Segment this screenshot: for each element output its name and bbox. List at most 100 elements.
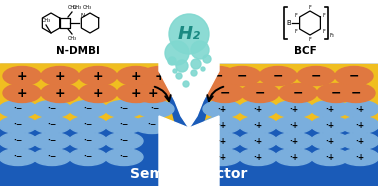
Polygon shape [0, 64, 174, 124]
Ellipse shape [0, 116, 37, 134]
Text: −: − [351, 86, 361, 100]
Text: F: F [308, 36, 311, 41]
Text: ·+: ·+ [355, 121, 364, 129]
Text: −: − [220, 86, 230, 100]
Ellipse shape [341, 148, 378, 166]
Ellipse shape [69, 116, 107, 134]
Text: ·+: ·+ [217, 137, 226, 145]
Text: ·−: ·− [13, 153, 23, 161]
Text: ·+: ·+ [355, 153, 364, 161]
Circle shape [191, 41, 209, 59]
Text: ·−: ·− [119, 137, 129, 145]
Text: ·+: ·+ [290, 137, 299, 145]
Text: B: B [287, 20, 291, 26]
Ellipse shape [33, 100, 71, 118]
Ellipse shape [69, 132, 107, 150]
Ellipse shape [41, 67, 79, 86]
Text: ·+: ·+ [253, 137, 263, 145]
Ellipse shape [105, 100, 143, 118]
Polygon shape [159, 116, 219, 186]
Text: ·−: ·− [150, 105, 160, 113]
Ellipse shape [335, 67, 373, 86]
Text: +: + [155, 70, 165, 83]
Ellipse shape [133, 116, 171, 134]
Text: ·−: ·− [47, 105, 57, 113]
Text: Semiconductor: Semiconductor [130, 167, 248, 181]
Text: +: + [17, 70, 27, 83]
Circle shape [169, 14, 209, 54]
Ellipse shape [134, 84, 172, 102]
Ellipse shape [136, 100, 174, 118]
Text: N: N [80, 12, 84, 17]
Text: ·+: ·+ [325, 121, 335, 129]
Ellipse shape [79, 67, 117, 86]
Text: −: − [237, 70, 247, 83]
Text: F: F [295, 12, 297, 17]
Ellipse shape [203, 132, 241, 150]
Text: ·+: ·+ [325, 153, 335, 161]
Text: +: + [17, 86, 27, 100]
Text: −: − [331, 86, 341, 100]
Ellipse shape [206, 84, 244, 102]
Text: CH₃: CH₃ [73, 5, 82, 10]
Ellipse shape [275, 148, 313, 166]
Circle shape [168, 57, 176, 65]
Ellipse shape [317, 84, 355, 102]
Ellipse shape [69, 100, 107, 118]
Ellipse shape [203, 116, 241, 134]
Ellipse shape [311, 132, 349, 150]
Ellipse shape [105, 132, 143, 150]
Text: +: + [131, 70, 141, 83]
Text: CH₃: CH₃ [67, 36, 77, 41]
Text: −: − [293, 86, 303, 100]
Text: ·+: ·+ [290, 153, 299, 161]
Polygon shape [159, 0, 219, 128]
Ellipse shape [239, 116, 277, 134]
Ellipse shape [203, 100, 241, 118]
Text: ·−: ·− [47, 121, 57, 129]
Ellipse shape [117, 84, 155, 102]
Text: ·+: ·+ [217, 121, 226, 129]
Text: +: + [93, 70, 103, 83]
Text: +: + [55, 86, 65, 100]
Text: CH₃: CH₃ [42, 18, 51, 23]
Ellipse shape [275, 100, 313, 118]
Text: ·−: ·− [84, 105, 93, 113]
Text: +: + [55, 70, 65, 83]
Text: +: + [93, 86, 103, 100]
Ellipse shape [311, 116, 349, 134]
Text: ·−: ·− [119, 153, 129, 161]
Ellipse shape [0, 148, 37, 166]
Text: F: F [295, 28, 297, 33]
Ellipse shape [33, 116, 71, 134]
Text: H₂: H₂ [178, 25, 200, 43]
Text: CH₃: CH₃ [67, 5, 77, 10]
Ellipse shape [239, 132, 277, 150]
Text: +: + [131, 86, 141, 100]
Ellipse shape [275, 116, 313, 134]
Ellipse shape [199, 67, 237, 86]
Ellipse shape [239, 100, 277, 118]
Text: ·+: ·+ [253, 121, 263, 129]
Text: −: − [213, 70, 223, 83]
Ellipse shape [41, 84, 79, 102]
Ellipse shape [297, 67, 335, 86]
Ellipse shape [69, 148, 107, 166]
Ellipse shape [203, 148, 241, 166]
Ellipse shape [223, 67, 261, 86]
Ellipse shape [3, 84, 41, 102]
Text: −: − [273, 70, 283, 83]
Text: ·+: ·+ [325, 137, 335, 145]
Ellipse shape [79, 84, 117, 102]
Ellipse shape [239, 148, 277, 166]
Ellipse shape [341, 116, 378, 134]
Bar [0, 64, 378, 186]
Text: BCF: BCF [294, 46, 316, 56]
Ellipse shape [0, 132, 37, 150]
Text: ·−: ·− [47, 153, 57, 161]
Text: ·−: ·− [13, 137, 23, 145]
Ellipse shape [341, 132, 378, 150]
Circle shape [203, 55, 211, 63]
Text: −: − [349, 70, 359, 83]
Text: ·−: ·− [119, 121, 129, 129]
